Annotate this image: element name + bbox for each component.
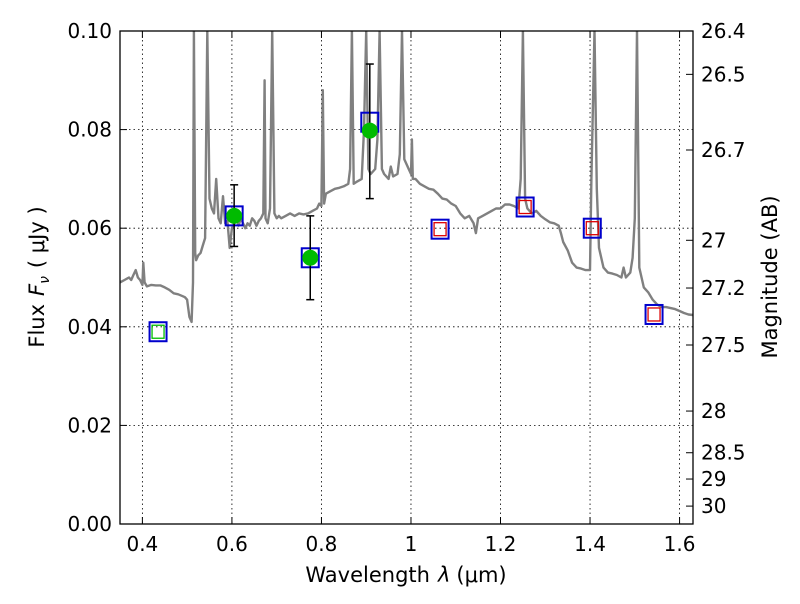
x-axis-label-main: Wavelength [305, 563, 430, 587]
x-axis-label-symbol: λ [437, 563, 450, 587]
right-tick-label: 30 [701, 494, 726, 518]
tick-layer: 0.4 0.6 0.8 1 1.2 1.4 1.6 0.00 0.02 0.04 0.06 0.08 0… [67, 19, 745, 556]
spectrum-line [120, 31, 693, 324]
right-tick-label: 27.5 [701, 333, 746, 357]
marker-layer [148, 63, 664, 343]
x-axis-label-unit: (μm) [456, 563, 506, 587]
y-tick-label: 0.00 [67, 512, 112, 536]
model-flux-box [582, 217, 602, 239]
x-tick-label: 0.6 [216, 532, 248, 556]
upper-limit-marker [433, 222, 447, 237]
y-axis-label-symbol: F [25, 283, 49, 296]
x-tick-label: 0.8 [306, 532, 338, 556]
x-tick-label: 1.4 [574, 532, 606, 556]
upper-limit-marker [647, 307, 661, 322]
plot-frame [119, 30, 694, 525]
x-tick-label: 0.4 [126, 532, 158, 556]
y-tick-label: 0.06 [67, 216, 112, 240]
observed-flux-point [226, 207, 243, 224]
model-flux-box [644, 303, 664, 325]
right-tick-label: 26.5 [701, 62, 746, 86]
y-axis-label-main: Flux [25, 304, 49, 348]
observed-flux-point [361, 122, 378, 139]
y-tick-label: 0.02 [67, 413, 112, 437]
observed-flux-point [302, 249, 319, 266]
right-tick-label: 26.7 [701, 138, 746, 162]
y-axis-label-subscript: ν [37, 276, 53, 284]
y-axis-label-left: Flux Fν ( μJy ) [25, 206, 53, 347]
y-tick-label: 0.10 [67, 19, 112, 43]
x-tick-label: 1 [405, 532, 418, 556]
y-tick-label: 0.08 [67, 118, 112, 142]
x-axis-label: Wavelength λ (μm) [305, 563, 506, 587]
upper-limit-marker [585, 221, 599, 236]
right-tick-label: 26.4 [701, 19, 746, 43]
right-tick-label: 28.5 [701, 441, 746, 465]
model-flux-box [515, 196, 535, 218]
upper-limit-marker [518, 199, 532, 215]
x-tick-label: 1.6 [664, 532, 696, 556]
model-flux-box [148, 321, 168, 343]
spectrum-layer [120, 31, 693, 324]
y-tick-label: 0.04 [67, 315, 112, 339]
model-flux-box [430, 218, 450, 240]
right-tick-label: 28 [701, 399, 726, 423]
x-tick-label: 1.2 [485, 532, 517, 556]
upper-limit-marker [151, 324, 165, 339]
right-tick-label: 27.2 [701, 276, 746, 300]
right-tick-label: 27 [701, 228, 726, 252]
y-axis-label-right: Magnitude (AB) [758, 195, 782, 358]
y-axis-label-unit: ( μJy ) [25, 206, 49, 268]
right-tick-label: 29 [701, 467, 726, 491]
